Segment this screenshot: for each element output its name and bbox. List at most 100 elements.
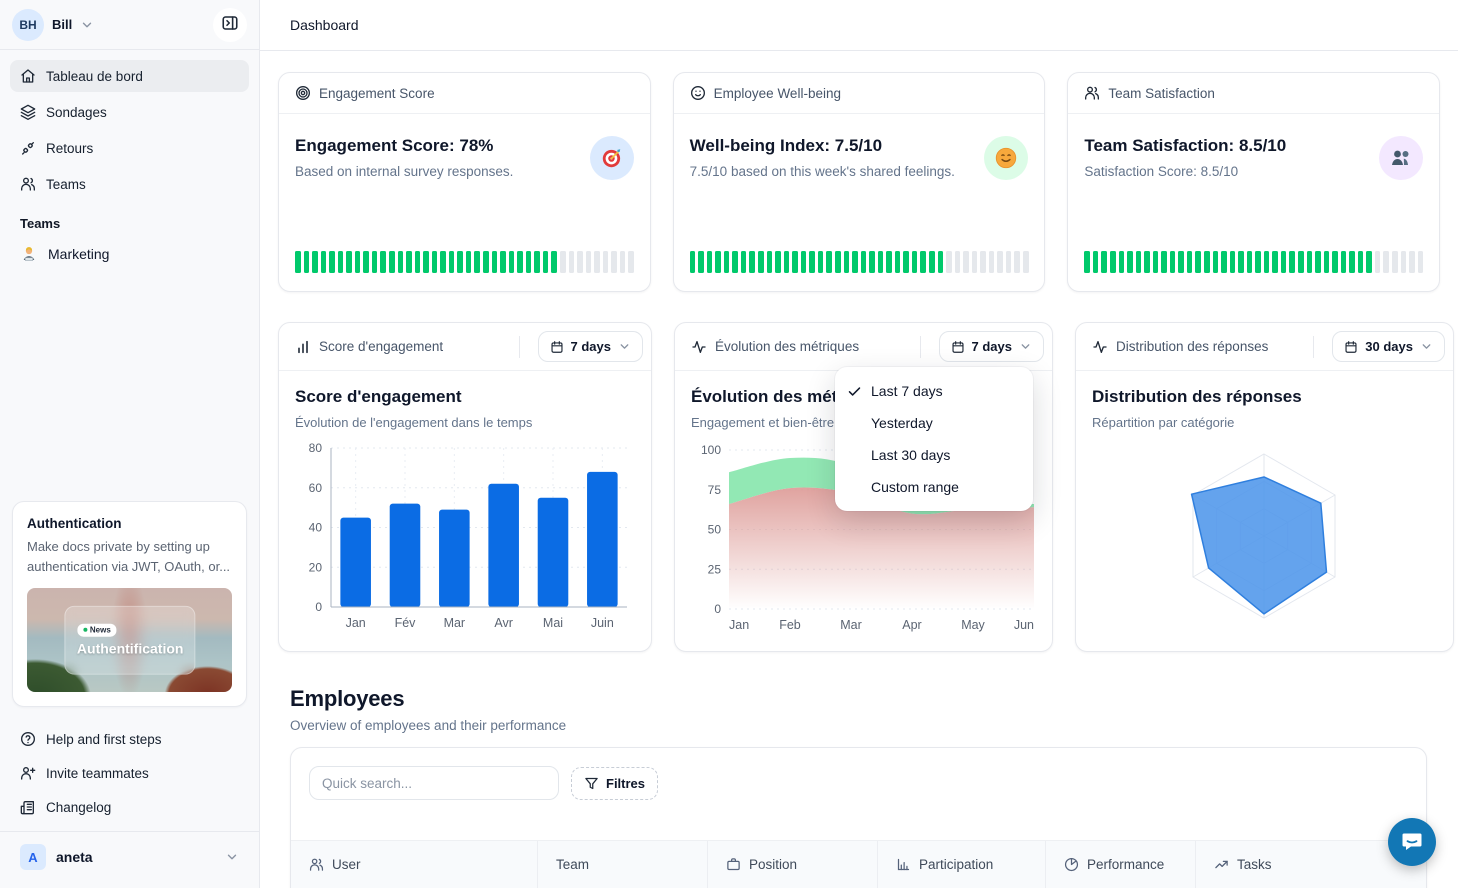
svg-text:Mar: Mar: [444, 616, 466, 630]
sidebar: BH Bill Tableau de bord Sondages Retours…: [0, 0, 260, 888]
sidebar-item-feedback[interactable]: Retours: [10, 132, 249, 164]
sidebar-item-label: Teams: [46, 176, 86, 192]
sidebar-item-teams[interactable]: Teams: [10, 168, 249, 200]
svg-text:Jan: Jan: [346, 616, 366, 630]
menu-item-custom-range[interactable]: Custom range: [835, 471, 1033, 503]
sidebar-item-surveys[interactable]: Sondages: [10, 96, 249, 128]
promo-overlay-title: Authentification: [76, 640, 184, 657]
target-emoji: [589, 136, 634, 180]
user-name[interactable]: Bill: [52, 17, 73, 32]
distribution-radar-chart: [1190, 453, 1336, 619]
range-selector-button[interactable]: 7 days: [537, 331, 643, 362]
avatar[interactable]: BH: [12, 8, 44, 41]
menu-item-yesterday[interactable]: Yesterday: [835, 407, 1033, 439]
sidebar-item-invite[interactable]: Invite teammates: [10, 757, 249, 789]
range-selector-button[interactable]: 30 days: [1332, 331, 1445, 362]
svg-text:40: 40: [309, 521, 323, 535]
column-header-performance[interactable]: Performance: [1046, 841, 1196, 888]
column-label: Team: [556, 857, 590, 872]
sidebar-item-label: Invite teammates: [46, 765, 149, 781]
employees-subtitle: Overview of employees and their performa…: [290, 718, 567, 733]
trending-up-icon: [1214, 857, 1229, 872]
svg-text:0: 0: [714, 602, 721, 616]
card-header: Team Satisfaction: [1068, 73, 1439, 114]
activity-icon: [691, 339, 707, 355]
card-metrics-evolution: Évolution des métriques 7 days Évolution…: [674, 322, 1053, 652]
range-selector-button[interactable]: 7 days: [938, 331, 1044, 362]
sidebar-item-changelog[interactable]: Changelog: [10, 791, 249, 823]
promo-description: Make docs private by setting up authenti…: [27, 539, 231, 574]
chevron-down-icon[interactable]: [80, 18, 94, 32]
calendar-icon: [1344, 340, 1358, 354]
workspace-switcher[interactable]: A aneta: [10, 838, 249, 876]
sidebar-item-marketing[interactable]: Marketing: [10, 237, 249, 271]
promo-image[interactable]: News Authentification: [27, 588, 232, 692]
search-input[interactable]: [309, 766, 559, 800]
promo-overlay-card: News Authentification: [63, 605, 196, 675]
menu-item-last-7-days[interactable]: Last 7 days: [835, 375, 1033, 407]
card-header-label: Team Satisfaction: [1108, 85, 1215, 101]
divider: [1313, 335, 1315, 358]
sidebar-item-label: Tableau de bord: [46, 68, 143, 84]
chevron-down-icon: [1019, 340, 1032, 353]
target-icon: [295, 85, 311, 101]
smile-icon: [690, 85, 706, 101]
sidebar-collapse-button[interactable]: [213, 7, 247, 42]
svg-text:0: 0: [315, 600, 322, 614]
card-header-label: Évolution des métriques: [715, 339, 860, 354]
filters-button[interactable]: Filtres: [571, 766, 659, 800]
card-engagement-score: Engagement Score Engagement Score: 78% B…: [278, 72, 651, 292]
employees-table-card: Filtres User Team Position Participation: [290, 747, 1427, 888]
column-header-user[interactable]: User: [291, 841, 538, 888]
sidebar-item-dashboard[interactable]: Tableau de bord: [10, 60, 249, 92]
stat-title: Team Satisfaction: 8.5/10: [1084, 136, 1287, 155]
divider: [0, 831, 259, 832]
column-header-team[interactable]: Team: [538, 841, 708, 888]
chat-launcher-button[interactable]: [1388, 818, 1436, 866]
stat-subtitle: Based on internal survey responses.: [295, 164, 514, 179]
stat-subtitle: Satisfaction Score: 8.5/10: [1084, 164, 1239, 179]
briefcase-icon: [726, 857, 741, 872]
card-header-label: Score d'engagement: [319, 339, 444, 354]
column-header-participation[interactable]: Participation: [878, 841, 1046, 888]
card-header-label: Engagement Score: [319, 85, 435, 101]
svg-text:Avr: Avr: [494, 616, 513, 630]
column-header-position[interactable]: Position: [708, 841, 878, 888]
chart-title: Score d'engagement: [295, 387, 462, 406]
users-icon: [309, 857, 324, 872]
news-dot-icon: [82, 628, 87, 632]
chat-bubble-icon: [1400, 829, 1424, 856]
svg-text:Jun: Jun: [1014, 618, 1034, 632]
employees-section-header: Employees Overview of employees and thei…: [278, 686, 1440, 733]
card-header: Engagement Score: [279, 73, 650, 114]
card-header: Évolution des métriques 7 days: [675, 323, 1052, 371]
sidebar-nav: Tableau de bord Sondages Retours Teams: [0, 50, 259, 200]
menu-item-last-30-days[interactable]: Last 30 days: [835, 439, 1033, 471]
cable-icon: [20, 140, 36, 156]
home-icon: [20, 68, 36, 84]
sidebar-item-help[interactable]: Help and first steps: [10, 723, 249, 755]
svg-text:60: 60: [309, 481, 323, 495]
svg-text:100: 100: [701, 443, 721, 457]
promo-card-authentication[interactable]: Authentication Make docs private by sett…: [12, 501, 247, 707]
column-header-tasks[interactable]: Tasks: [1196, 841, 1426, 888]
range-label: 30 days: [1365, 339, 1413, 354]
user-plus-icon: [20, 765, 36, 781]
menu-item-label: Last 7 days: [871, 383, 943, 399]
newspaper-icon: [20, 799, 36, 815]
card-body: Well-being Index: 7.5/10 7.5/10 based on…: [674, 114, 1045, 251]
chevron-down-icon: [618, 340, 631, 353]
page-title: Dashboard: [290, 17, 359, 33]
card-team-satisfaction: Team Satisfaction Team Satisfaction: 8.5…: [1067, 72, 1440, 292]
metrics-area-chart: 0 25 50 75 100 Jan Feb Mar Apr May Jun: [701, 443, 1034, 632]
filter-icon: [584, 776, 599, 791]
menu-item-label: Custom range: [871, 479, 959, 495]
menu-item-label: Yesterday: [871, 415, 933, 431]
card-body: Distribution des réponses Répartition pa…: [1076, 371, 1453, 640]
main-area: Dashboard Engagement Score Engagement Sc…: [260, 0, 1458, 888]
svg-text:20: 20: [309, 560, 323, 574]
column-label: Performance: [1087, 857, 1165, 872]
calendar-icon: [550, 340, 564, 354]
svg-text:Juin: Juin: [591, 616, 614, 630]
stat-title: Well-being Index: 7.5/10: [689, 136, 883, 155]
